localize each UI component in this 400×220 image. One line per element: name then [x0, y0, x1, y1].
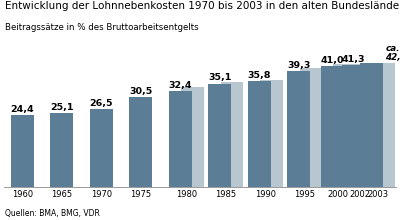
Text: 32,4: 32,4 [168, 81, 192, 90]
Text: 35,8: 35,8 [248, 71, 271, 80]
Bar [333, 64, 356, 187]
Bar [372, 63, 395, 187]
Text: ca.
42,1: ca. 42,1 [385, 44, 400, 62]
Bar [354, 64, 377, 187]
Bar [360, 63, 383, 187]
Bar [260, 80, 283, 187]
Text: 30,5: 30,5 [129, 87, 152, 96]
Bar [321, 66, 344, 187]
Text: 25,1: 25,1 [50, 103, 74, 112]
Bar [342, 65, 365, 187]
Bar [181, 87, 204, 187]
Text: 24,4: 24,4 [10, 105, 34, 114]
Bar [300, 68, 322, 187]
Bar [11, 115, 34, 187]
Text: Quellen: BMA, BMG, VDR: Quellen: BMA, BMG, VDR [5, 209, 100, 218]
Bar [248, 81, 271, 187]
Bar [287, 71, 310, 187]
Text: Entwicklung der Lohnnebenkosten 1970 bis 2003 in den alten Bundesländern: Entwicklung der Lohnnebenkosten 1970 bis… [5, 1, 400, 11]
Bar [50, 113, 73, 187]
Bar [90, 109, 113, 187]
Bar [129, 97, 152, 187]
Text: Beitragssätze in % des Bruttoarbeitsentgelts: Beitragssätze in % des Bruttoarbeitsentg… [5, 23, 198, 32]
Text: 41,0: 41,0 [320, 56, 344, 65]
Bar [220, 82, 243, 187]
Bar [208, 84, 231, 187]
Text: 35,1: 35,1 [208, 73, 232, 82]
Text: 39,3: 39,3 [287, 61, 310, 70]
Bar [169, 92, 192, 187]
Text: 41,3: 41,3 [342, 55, 365, 64]
Text: 26,5: 26,5 [90, 99, 113, 108]
